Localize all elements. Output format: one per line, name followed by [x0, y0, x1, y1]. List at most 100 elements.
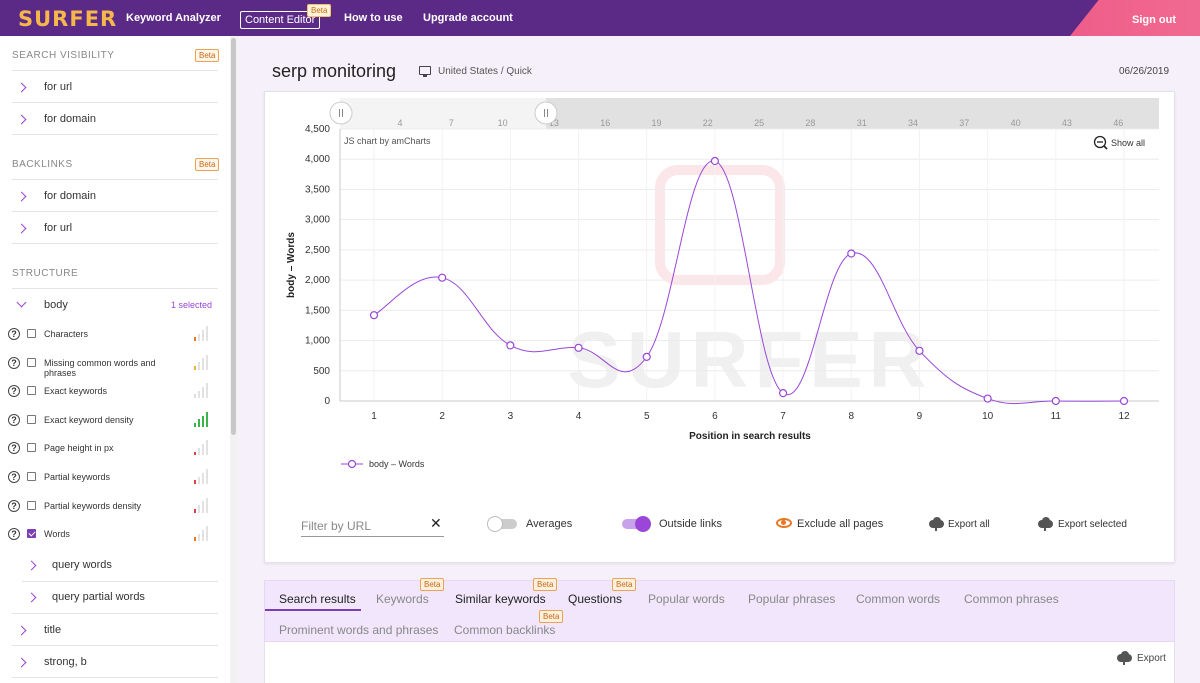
data-point[interactable]	[1051, 396, 1060, 406]
data-point[interactable]	[710, 156, 720, 166]
outside-links-toggle[interactable]	[622, 516, 651, 532]
help-icon[interactable]: ?	[8, 328, 20, 340]
scrollbar-grip-handle[interactable]	[329, 101, 353, 125]
help-icon[interactable]: ?	[8, 413, 20, 426]
sidebar-scrollbar-thumb[interactable]	[231, 38, 236, 435]
sidebar-item-visibility-domain[interactable]: for domain	[12, 108, 218, 138]
sidebar-item-query-words[interactable]: query words	[22, 554, 218, 584]
data-point[interactable]	[438, 273, 447, 282]
metric-row[interactable]: ? Partial keywords density	[0, 497, 228, 525]
tab-popular-words[interactable]: Popular words	[648, 592, 725, 606]
filter-url-input[interactable]	[301, 515, 444, 537]
cloud-download-icon[interactable]	[1038, 517, 1053, 528]
help-icon[interactable]: ?	[8, 385, 20, 398]
sidebar-item-body[interactable]: body 1 selected	[12, 294, 218, 324]
metric-checkbox[interactable]	[27, 357, 36, 367]
x-axis-title: Position in search results	[689, 431, 811, 442]
metric-checkbox[interactable]	[27, 443, 36, 453]
data-point[interactable]	[915, 346, 924, 355]
legend-entry[interactable]: body – Words	[369, 459, 425, 469]
x-tick-label: 1	[371, 411, 377, 422]
metric-row[interactable]: ? Partial keywords	[0, 468, 228, 496]
scrollbar-grip-handle[interactable]	[534, 101, 558, 125]
metric-checkbox[interactable]	[27, 414, 36, 424]
metric-row[interactable]: ? Page height in px	[0, 439, 228, 467]
data-point[interactable]	[574, 343, 583, 352]
data-point[interactable]	[1119, 396, 1129, 406]
nav-content-editor[interactable]: Content Editor	[240, 11, 321, 29]
y-tick-label: 3,500	[305, 184, 330, 195]
tab-common-phrases[interactable]: Common phrases	[964, 592, 1059, 606]
metric-row[interactable]: ? Exact keywords	[0, 382, 228, 410]
data-point[interactable]	[642, 352, 651, 361]
nav-upgrade-account[interactable]: Upgrade account	[423, 12, 513, 24]
metric-checkbox[interactable]	[27, 529, 36, 539]
tab-search-results[interactable]: Search results	[279, 592, 356, 606]
line-chart[interactable]: 4 7 10 13 16 19 22 25 28 31 34 37 40 43 46SURFER05001,…	[265, 92, 1176, 512]
scrollbar-tick-label: 37	[959, 118, 969, 128]
section-search-visibility: SEARCH VISIBILITY	[12, 50, 115, 61]
sidebar-item-backlinks-url[interactable]: for url	[12, 217, 218, 247]
clear-filter-icon[interactable]: ✕	[430, 515, 442, 531]
chevron-right-icon	[16, 114, 27, 125]
export-all-button[interactable]: Export all	[948, 519, 990, 530]
exclude-all-pages-button[interactable]: Exclude all pages	[797, 518, 884, 530]
tab-similar-keywords[interactable]: Similar keywords	[455, 592, 546, 606]
metric-row[interactable]: ? Words	[0, 525, 228, 553]
scrollbar-tick-label: 43	[1062, 118, 1072, 128]
sidebar-item-backlinks-domain[interactable]: for domain	[12, 185, 218, 215]
download-arrow-icon	[1123, 660, 1125, 665]
help-icon[interactable]: ?	[8, 356, 20, 369]
metric-row[interactable]: ? Characters	[0, 325, 228, 353]
export-button[interactable]: Export	[1137, 653, 1166, 664]
surfer-logo[interactable]: SURFER	[18, 7, 118, 31]
nav-keyword-analyzer[interactable]: Keyword Analyzer	[126, 12, 221, 24]
cloud-download-icon[interactable]	[1117, 651, 1132, 662]
divider	[12, 677, 218, 678]
cloud-download-icon[interactable]	[929, 517, 944, 528]
tab-questions[interactable]: Questions	[568, 592, 623, 606]
chevron-right-icon	[26, 560, 37, 571]
zoom-out-icon[interactable]	[1093, 135, 1107, 149]
metric-checkbox[interactable]	[27, 386, 36, 396]
y-axis-title: body – Words	[286, 232, 297, 298]
data-point[interactable]	[369, 311, 379, 320]
sidebar-item-visibility-url[interactable]: for url	[12, 76, 218, 106]
eye-icon[interactable]	[776, 518, 792, 528]
sign-out-button[interactable]: Sign out	[1070, 0, 1200, 36]
tab-common-backlinks[interactable]: Common backlinks	[454, 623, 556, 637]
averages-toggle[interactable]	[487, 516, 517, 532]
tab-prominent-words[interactable]: Prominent words and phrases	[279, 623, 439, 637]
chevron-right-icon	[16, 657, 27, 668]
sidebar-item-strong[interactable]: strong, b	[12, 651, 218, 681]
help-icon[interactable]: ?	[8, 471, 20, 483]
help-icon[interactable]: ?	[8, 528, 20, 541]
sidebar-item-query-partial-words[interactable]: query partial words	[22, 586, 218, 616]
data-point[interactable]	[847, 249, 856, 258]
export-selected-button[interactable]: Export selected	[1058, 519, 1127, 530]
tab-common-words[interactable]: Common words	[856, 592, 941, 606]
metric-row[interactable]: ? Exact keyword density	[0, 411, 228, 439]
common-backlinks-beta-badge: Beta	[539, 610, 564, 623]
tab-keywords[interactable]: Keywords	[376, 592, 429, 606]
nav-how-to-use[interactable]: How to use	[344, 12, 403, 24]
sidebar-item-title[interactable]: title	[12, 619, 218, 649]
metric-row[interactable]: ? Missing common words and phrases	[0, 354, 228, 382]
data-point[interactable]	[983, 394, 992, 403]
chevron-right-icon	[26, 592, 37, 603]
help-icon[interactable]: ?	[8, 442, 20, 455]
sidebar-item-label: strong, b	[44, 656, 87, 668]
sign-out-label: Sign out	[1132, 14, 1176, 26]
tab-popular-phrases[interactable]: Popular phrases	[748, 592, 836, 606]
metric-checkbox[interactable]	[27, 472, 36, 481]
signal-strength-icon	[194, 468, 214, 484]
help-icon[interactable]: ?	[8, 499, 20, 512]
metric-checkbox[interactable]	[27, 329, 36, 338]
show-all-button[interactable]: Show all	[1111, 138, 1145, 148]
data-point[interactable]	[778, 389, 788, 398]
signal-strength-icon	[194, 382, 214, 399]
metric-checkbox[interactable]	[27, 500, 36, 510]
signal-strength-icon	[194, 354, 214, 370]
sidebar-item-label: for url	[44, 222, 73, 234]
data-point[interactable]	[506, 341, 515, 350]
